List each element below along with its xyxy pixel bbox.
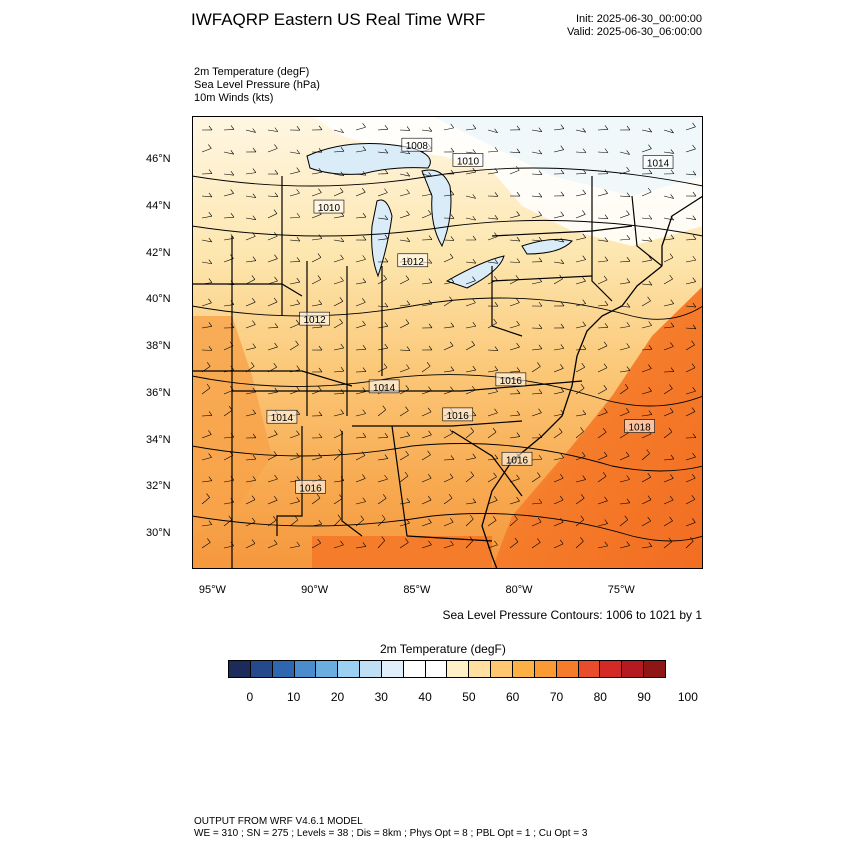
- pressure-label: 1012: [397, 253, 429, 268]
- model-info: OUTPUT FROM WRF V4.6.1 MODEL: [194, 816, 363, 827]
- colorbar-swatch: [381, 661, 404, 677]
- colorbar-label: 10: [287, 690, 301, 704]
- lat-tick-label: 34°N: [146, 433, 171, 446]
- colorbar-swatch: [338, 661, 361, 677]
- colorbar-title: 2m Temperature (degF): [380, 642, 506, 656]
- svg-text:1014: 1014: [271, 413, 294, 424]
- lon-tick-label: 80°W: [505, 584, 533, 596]
- colorbar-swatch: [425, 661, 448, 677]
- svg-text:1016: 1016: [447, 411, 470, 422]
- init-time: Init: 2025-06-30_00:00:00: [576, 13, 702, 25]
- lat-tick-label: 42°N: [146, 246, 171, 259]
- field-wind-label: 10m Winds (kts): [194, 92, 274, 104]
- colorbar-swatch: [469, 661, 492, 677]
- colorbar-label: 30: [374, 690, 388, 704]
- pressure-label: 1014: [266, 409, 298, 424]
- colorbar-swatch: [447, 661, 470, 677]
- colorbar: [228, 660, 666, 678]
- model-config: WE = 310 ; SN = 275 ; Levels = 38 ; Dis …: [194, 828, 588, 839]
- pressure-label: 1016: [501, 451, 533, 466]
- colorbar-swatch: [360, 661, 382, 677]
- pressure-label: 1018: [624, 419, 655, 434]
- svg-text:1014: 1014: [647, 159, 670, 170]
- page-title: IWFAQRP Eastern US Real Time WRF: [191, 10, 486, 29]
- pressure-label: 1016: [442, 407, 474, 422]
- pressure-label: 1014: [368, 379, 400, 394]
- colorbar-swatch: [316, 661, 339, 677]
- colorbar-swatch: [229, 661, 251, 677]
- colorbar-swatch: [556, 661, 579, 677]
- state-borders: [192, 176, 663, 569]
- colorbar-label: 50: [462, 690, 476, 704]
- colorbar-swatch: [600, 661, 623, 677]
- svg-text:1008: 1008: [406, 141, 429, 152]
- contour-note: Sea Level Pressure Contours: 1006 to 102…: [442, 608, 703, 622]
- colorbar-swatch: [622, 661, 645, 677]
- colorbar-label: 40: [418, 690, 432, 704]
- colorbar-label: 100: [677, 690, 698, 704]
- colorbar-swatch: [403, 661, 426, 677]
- svg-text:1018: 1018: [629, 423, 652, 434]
- lon-tick-label: 95°W: [198, 584, 226, 596]
- colorbar-swatch: [578, 661, 601, 677]
- field-temperature-label: 2m Temperature (degF): [194, 66, 310, 78]
- pressure-label: 1010: [452, 153, 484, 167]
- lat-tick-label: 30°N: [146, 526, 171, 539]
- lat-tick-label: 44°N: [146, 200, 171, 213]
- valid-time: Valid: 2025-06-30_06:00:00: [567, 26, 702, 38]
- lat-tick-label: 46°N: [146, 153, 171, 166]
- lon-tick-label: 85°W: [403, 584, 431, 596]
- colorbar-label: 70: [549, 690, 564, 704]
- colorbar-swatch: [534, 661, 557, 677]
- svg-text:1010: 1010: [457, 156, 480, 167]
- field-pressure-label: Sea Level Pressure (hPa): [194, 79, 320, 91]
- svg-text:1014: 1014: [373, 383, 396, 394]
- map-border: [192, 116, 703, 569]
- pressure-label: 1014: [642, 155, 674, 170]
- lat-tick-label: 32°N: [146, 480, 171, 493]
- pressure-contours: [192, 167, 703, 542]
- colorbar-label: 60: [506, 690, 520, 704]
- lon-tick-label: 90°W: [301, 584, 329, 596]
- pressure-label: 1010: [313, 199, 345, 214]
- svg-text:1010: 1010: [318, 203, 341, 214]
- colorbar-swatch: [644, 661, 665, 677]
- colorbar-swatch: [512, 661, 535, 677]
- lat-tick-label: 40°N: [146, 293, 171, 306]
- lat-tick-label: 36°N: [146, 386, 171, 399]
- pressure-label: 1012: [299, 311, 330, 326]
- wind-barbs: [201, 122, 697, 549]
- svg-text:1016: 1016: [500, 376, 523, 387]
- pressure-label: 1016: [295, 479, 326, 494]
- weather-map: 1008 1010 1010 1014 1012 1012 1016 1014 1014 1016…: [192, 116, 703, 569]
- colorbar-label: 80: [593, 690, 607, 704]
- pressure-label: 1008: [401, 137, 433, 152]
- colorbar-swatch: [272, 661, 295, 677]
- lat-tick-label: 38°N: [146, 340, 171, 353]
- colorbar-label: 20: [330, 690, 345, 704]
- colorbar-label: 0: [246, 690, 254, 704]
- svg-text:1016: 1016: [299, 483, 322, 494]
- coastline: [481, 195, 703, 569]
- colorbar-swatch: [250, 661, 273, 677]
- svg-text:1016: 1016: [506, 455, 529, 466]
- colorbar-swatch: [294, 661, 317, 677]
- colorbar-swatch: [491, 661, 513, 677]
- svg-text:1012: 1012: [304, 315, 327, 326]
- colorbar-label: 90: [637, 690, 651, 704]
- lon-tick-label: 75°W: [607, 584, 635, 596]
- pressure-label: 1016: [495, 372, 527, 387]
- svg-text:1012: 1012: [402, 257, 425, 268]
- pressure-labels: 1008 1010 1010 1014 1012 1012 1016 1014 1014 1016…: [266, 137, 674, 494]
